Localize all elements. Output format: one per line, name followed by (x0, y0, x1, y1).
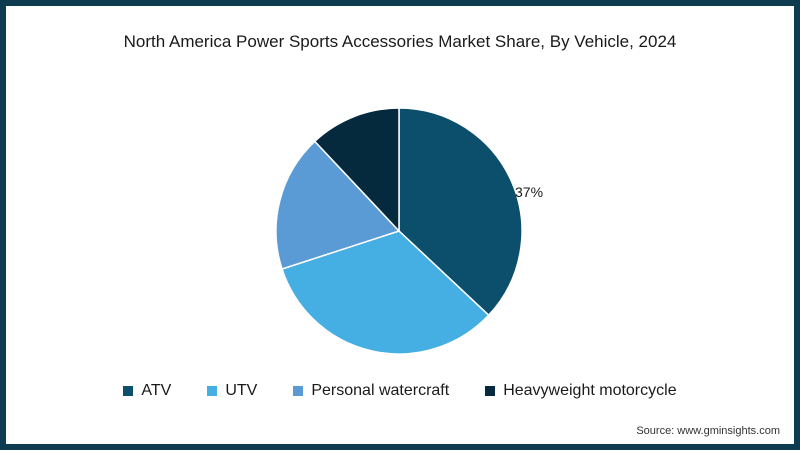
pie-slice-utv[interactable] (281, 230, 490, 355)
legend-item-heavyweight-motorcycle[interactable]: Heavyweight motorcycle (485, 382, 677, 400)
legend-swatch-personal-watercraft (293, 386, 304, 396)
atv-percent-label: 37% (515, 184, 543, 200)
legend-swatch-utv (207, 386, 218, 396)
legend-label-utv: UTV (225, 382, 258, 399)
legend-item-personal-watercraft[interactable]: Personal watercraft (293, 382, 449, 400)
legend-item-utv[interactable]: UTV (207, 382, 257, 400)
legend-label-personal-watercraft: Personal watercraft (311, 382, 450, 399)
pie-slice-atv[interactable] (398, 107, 523, 317)
legend-item-atv[interactable]: ATV (123, 382, 171, 400)
legend-label-heavyweight-motorcycle: Heavyweight motorcycle (503, 382, 677, 399)
pie-slice-heavyweight-motorcycle[interactable] (313, 107, 400, 233)
legend-swatch-heavyweight-motorcycle (485, 386, 496, 396)
pie-slice-personal-watercraft[interactable] (275, 140, 401, 270)
source-note: Source: www.gminsights.com (636, 425, 780, 437)
pie-slices (275, 107, 523, 355)
legend-swatch-atv (123, 386, 134, 396)
legend-label-atv: ATV (141, 382, 172, 399)
legend: ATV UTV Personal watercraft Heavyweight … (0, 382, 800, 400)
chart-title: North America Power Sports Accessories M… (123, 32, 677, 51)
